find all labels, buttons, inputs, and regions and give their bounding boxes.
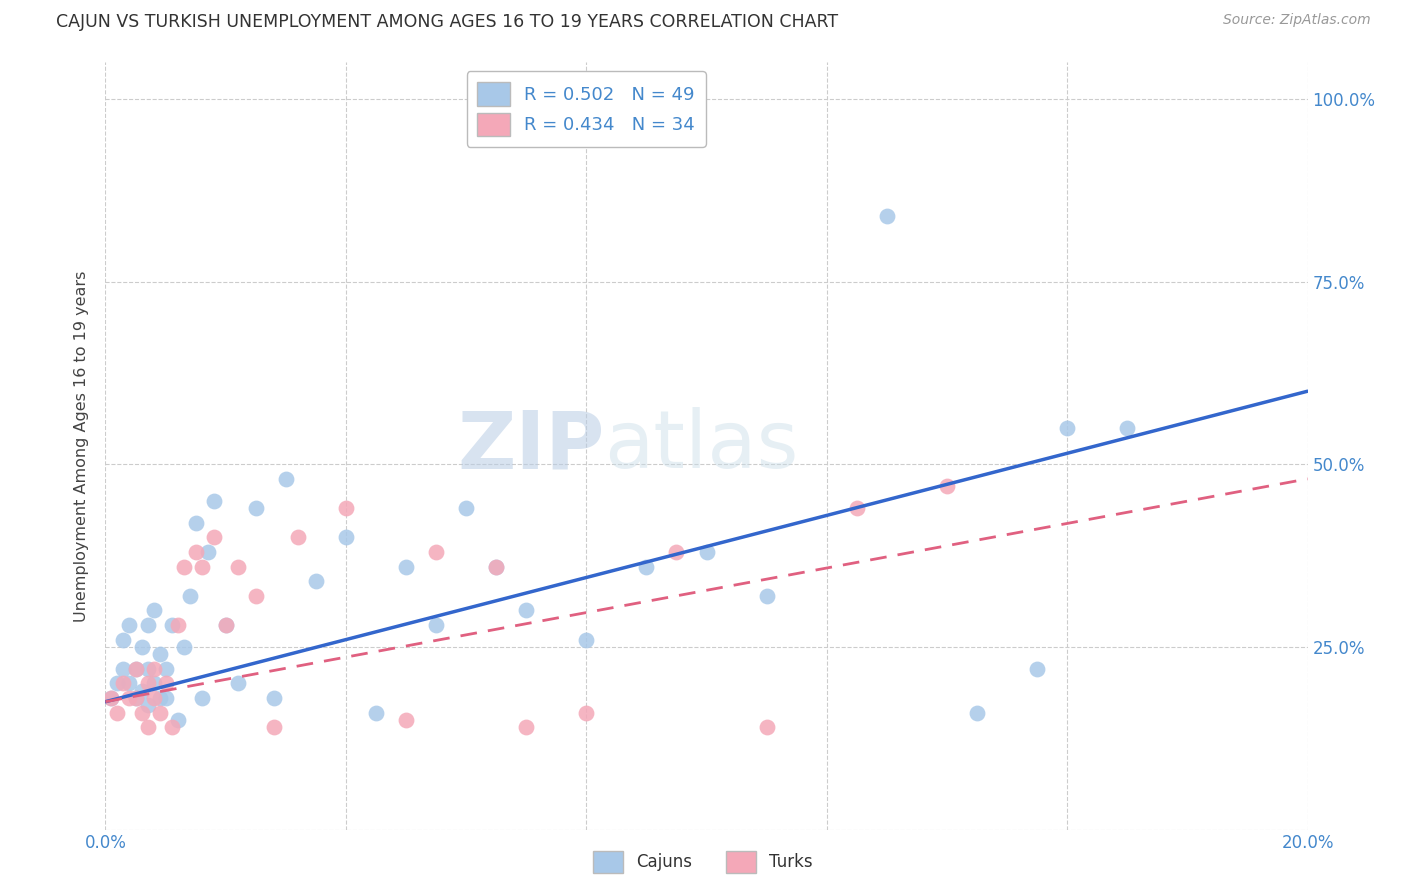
Point: [1056, 421, 1078, 435]
Point: [305, 574, 328, 589]
Point: [755, 720, 778, 734]
Point: [485, 559, 508, 574]
Point: [136, 662, 159, 676]
Point: [155, 662, 177, 676]
Point: [136, 618, 159, 632]
Point: [155, 691, 177, 706]
Point: [287, 530, 309, 544]
Point: [1116, 421, 1139, 435]
Point: [214, 618, 236, 632]
Point: [226, 559, 249, 574]
Point: [515, 603, 537, 617]
Point: [190, 559, 212, 574]
Point: [173, 559, 195, 574]
Point: [1026, 662, 1049, 676]
Point: [755, 589, 778, 603]
Point: [226, 676, 249, 690]
Point: [173, 640, 195, 654]
Point: [142, 662, 165, 676]
Point: [202, 530, 225, 544]
Point: [166, 713, 188, 727]
Point: [263, 691, 285, 706]
Point: [124, 691, 146, 706]
Point: [112, 676, 135, 690]
Point: [245, 589, 267, 603]
Point: [118, 691, 141, 706]
Point: [263, 720, 285, 734]
Text: ZIP: ZIP: [457, 407, 605, 485]
Text: Source: ZipAtlas.com: Source: ZipAtlas.com: [1223, 13, 1371, 28]
Point: [136, 720, 159, 734]
Point: [131, 706, 153, 720]
Point: [148, 706, 170, 720]
Point: [936, 479, 959, 493]
Point: [274, 472, 297, 486]
Point: [636, 559, 658, 574]
Point: [425, 618, 447, 632]
Point: [335, 501, 357, 516]
Point: [515, 720, 537, 734]
Point: [131, 640, 153, 654]
Point: [136, 698, 159, 713]
Point: [118, 676, 141, 690]
Point: [160, 618, 183, 632]
Point: [575, 632, 598, 647]
Point: [155, 676, 177, 690]
Legend: R = 0.502   N = 49, R = 0.434   N = 34: R = 0.502 N = 49, R = 0.434 N = 34: [467, 71, 706, 147]
Point: [100, 691, 122, 706]
Point: [364, 706, 387, 720]
Point: [845, 501, 868, 516]
Point: [166, 618, 188, 632]
Point: [202, 493, 225, 508]
Point: [335, 530, 357, 544]
Y-axis label: Unemployment Among Ages 16 to 19 years: Unemployment Among Ages 16 to 19 years: [75, 270, 90, 622]
Text: atlas: atlas: [605, 407, 799, 485]
Text: CAJUN VS TURKISH UNEMPLOYMENT AMONG AGES 16 TO 19 YEARS CORRELATION CHART: CAJUN VS TURKISH UNEMPLOYMENT AMONG AGES…: [56, 13, 838, 31]
Point: [142, 676, 165, 690]
Point: [148, 647, 170, 661]
Point: [179, 589, 201, 603]
Point: [107, 676, 129, 690]
Point: [160, 720, 183, 734]
Point: [142, 691, 165, 706]
Point: [118, 618, 141, 632]
Point: [197, 545, 219, 559]
Point: [245, 501, 267, 516]
Point: [876, 209, 898, 223]
Point: [148, 691, 170, 706]
Point: [136, 676, 159, 690]
Point: [184, 545, 207, 559]
Legend: Cajuns, Turks: Cajuns, Turks: [586, 845, 820, 880]
Point: [184, 516, 207, 530]
Point: [214, 618, 236, 632]
Point: [124, 662, 146, 676]
Point: [425, 545, 447, 559]
Point: [966, 706, 988, 720]
Point: [142, 603, 165, 617]
Point: [190, 691, 212, 706]
Point: [395, 559, 418, 574]
Point: [665, 545, 688, 559]
Point: [131, 683, 153, 698]
Point: [395, 713, 418, 727]
Point: [112, 632, 135, 647]
Point: [107, 706, 129, 720]
Point: [100, 691, 122, 706]
Point: [485, 559, 508, 574]
Point: [575, 706, 598, 720]
Point: [696, 545, 718, 559]
Point: [124, 691, 146, 706]
Point: [112, 662, 135, 676]
Point: [124, 662, 146, 676]
Point: [454, 501, 477, 516]
